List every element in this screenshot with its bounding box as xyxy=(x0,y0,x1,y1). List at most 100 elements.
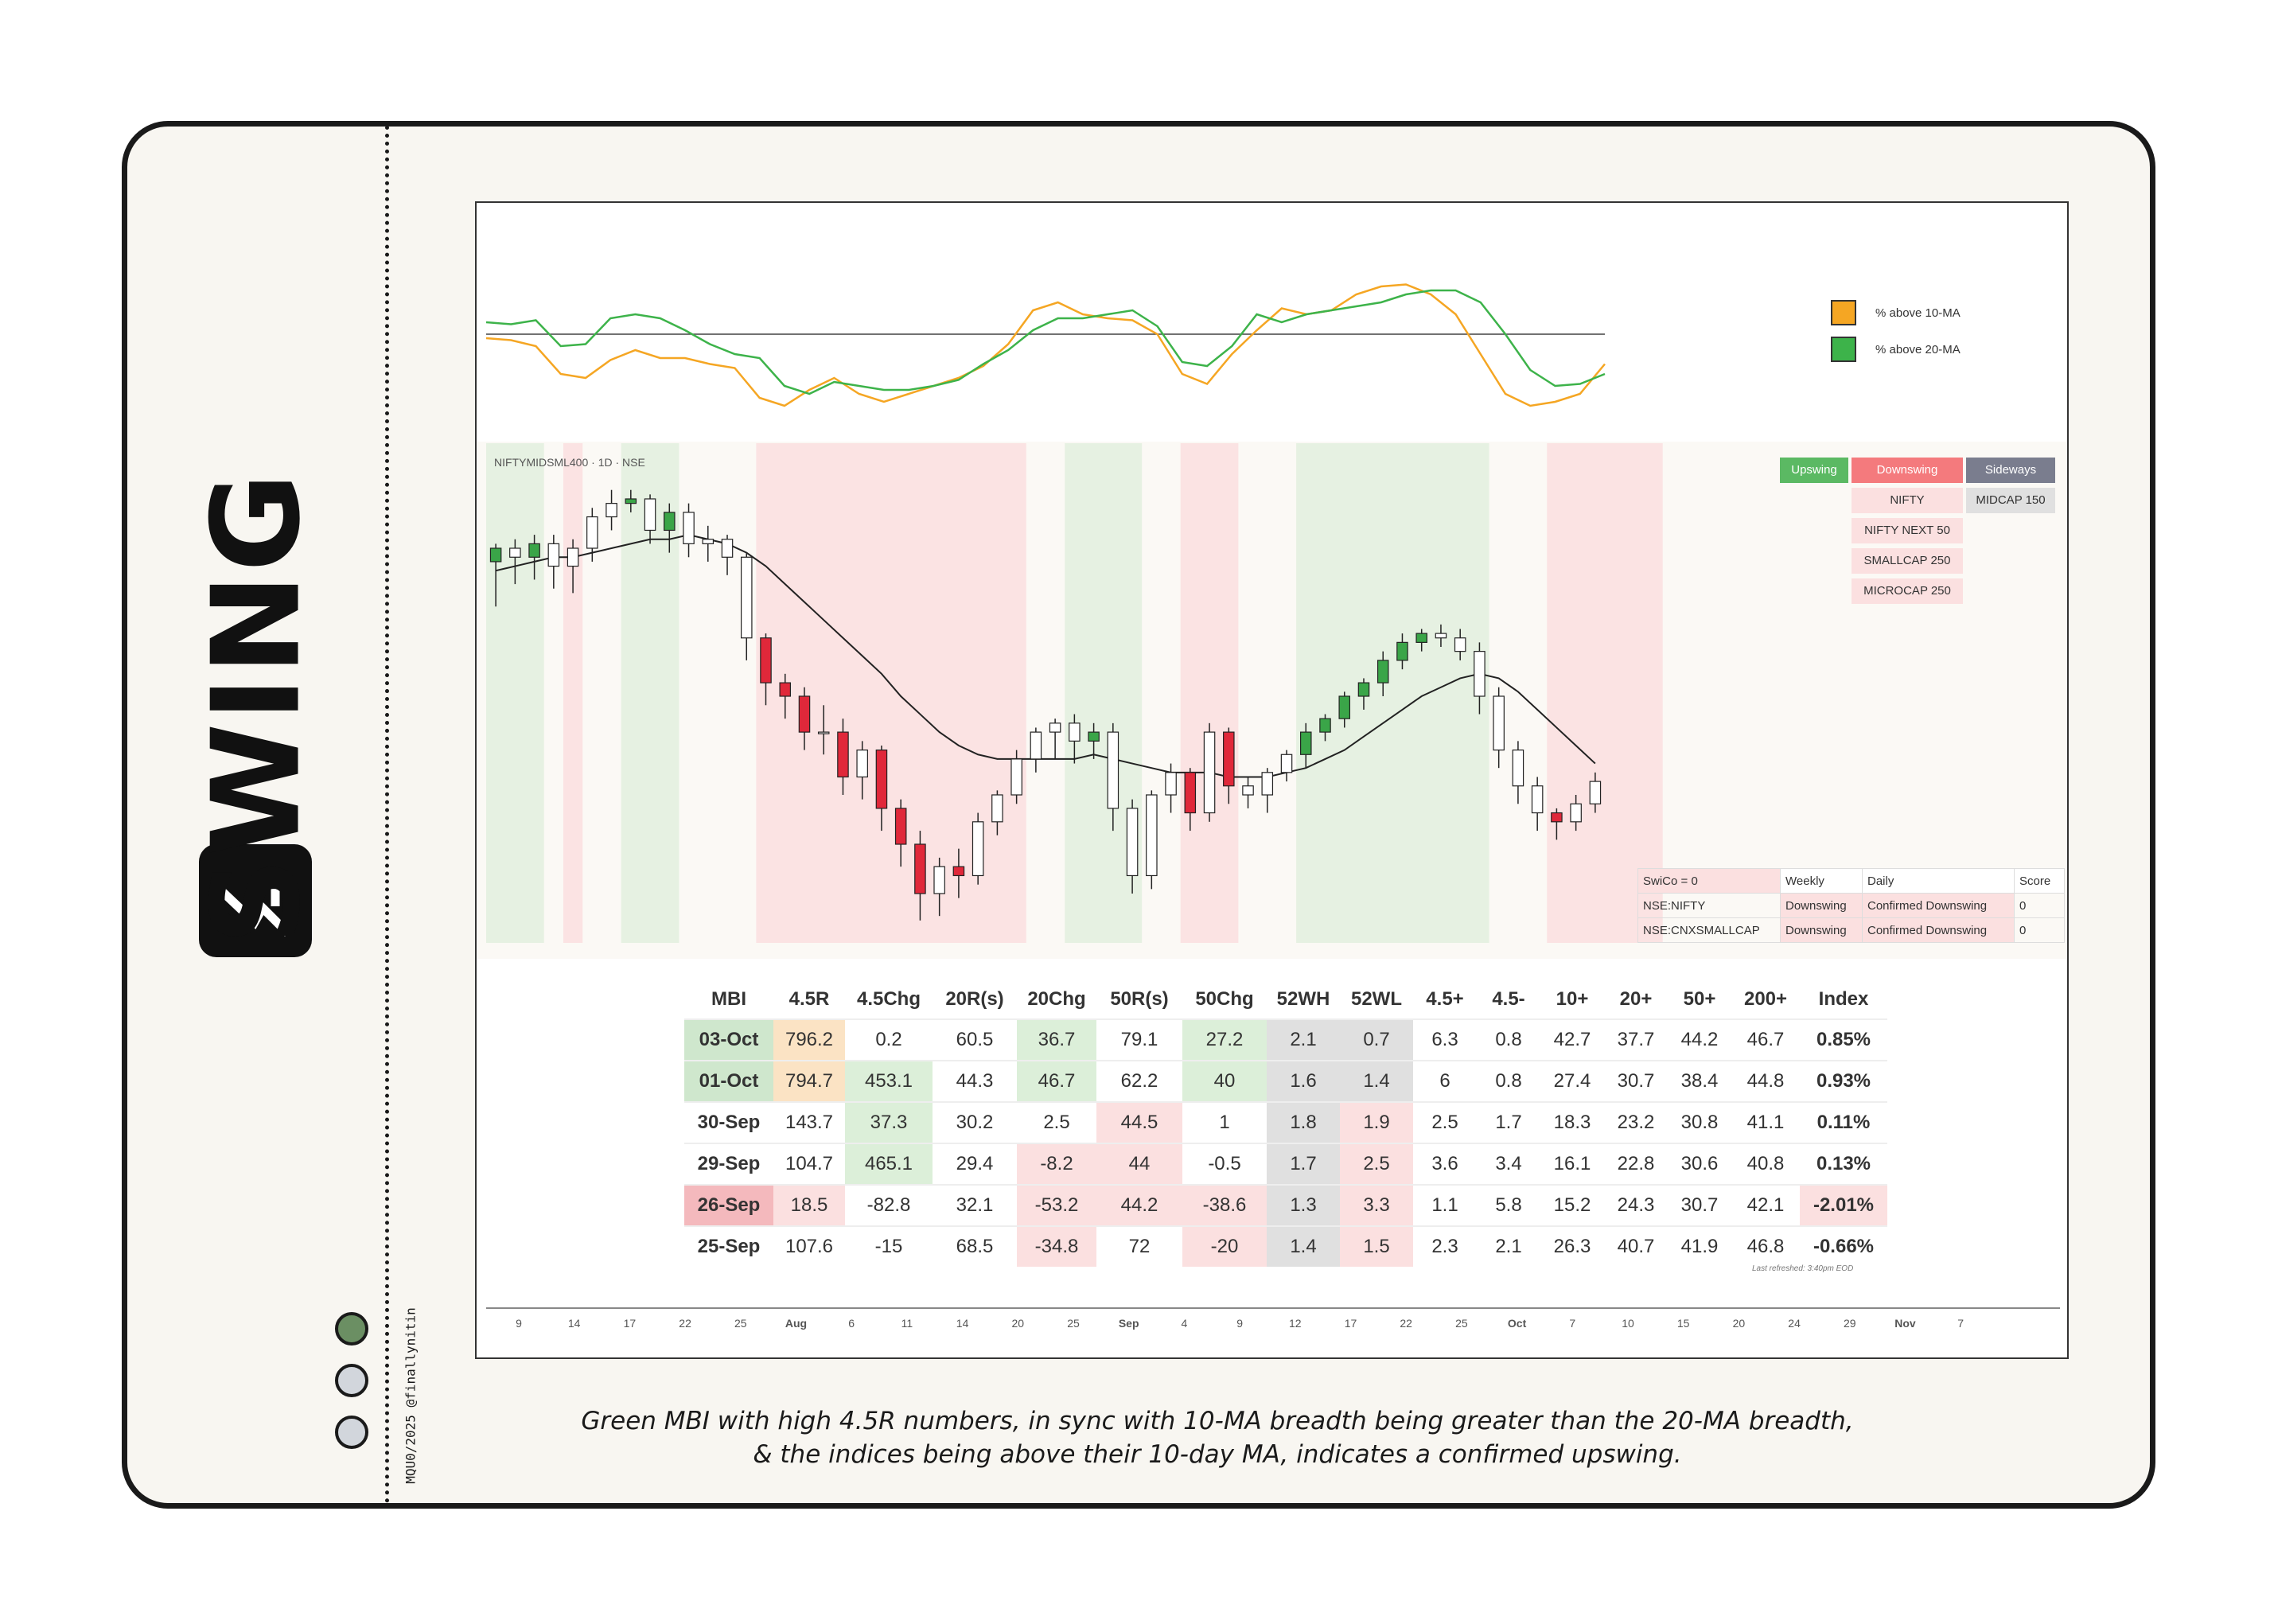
candle-body xyxy=(1165,772,1177,796)
mbi-cell: 6 xyxy=(1413,1060,1477,1101)
candle-body xyxy=(817,731,830,734)
swico-header: Daily xyxy=(1862,868,2015,894)
mbi-cell: 1.4 xyxy=(1340,1060,1413,1101)
x-tick-label: Nov xyxy=(1894,1317,1916,1330)
swico-header-row: SwiCo = 0 Weekly Daily Score xyxy=(1637,868,2065,894)
brand-title: SWING xyxy=(185,471,327,945)
candle-body xyxy=(1049,722,1061,733)
mbi-cell: 3.4 xyxy=(1477,1143,1540,1184)
author-credit: MQU0/2025 @finallynitin xyxy=(403,1307,419,1484)
dotted-divider xyxy=(385,126,389,1504)
candle-body xyxy=(1512,750,1524,787)
candle-body xyxy=(1319,718,1331,733)
mbi-cell: 104.7 xyxy=(773,1143,845,1184)
candle-body xyxy=(1454,637,1466,652)
mbi-cell: 26.3 xyxy=(1540,1225,1604,1267)
candle-body xyxy=(933,866,945,894)
swico-daily: Confirmed Downswing xyxy=(1862,893,2015,918)
candle-body xyxy=(644,498,656,532)
mbi-cell: 46.7 xyxy=(1731,1018,1800,1060)
mbi-date-cell: 29-Sep xyxy=(684,1143,773,1184)
mbi-cell: 40.8 xyxy=(1731,1143,1800,1184)
mbi-cell: 0.2 xyxy=(845,1018,933,1060)
swico-score: 0 xyxy=(2014,917,2065,943)
mbi-cell: 79.1 xyxy=(1096,1018,1182,1060)
mbi-cell: 1.9 xyxy=(1340,1101,1413,1143)
x-tick-label: Sep xyxy=(1118,1317,1139,1330)
mbi-cell: 1.7 xyxy=(1477,1101,1540,1143)
regime-band-upswing xyxy=(486,443,544,943)
mbi-column-header: 52WL xyxy=(1350,988,1402,1010)
mbi-cell: 32.1 xyxy=(933,1184,1017,1225)
mbi-cell: 36.7 xyxy=(1017,1018,1096,1060)
x-tick-label: 11 xyxy=(901,1317,913,1330)
downswing-item: MICROCAP 250 xyxy=(1852,578,1963,604)
downswing-item: NIFTY xyxy=(1852,488,1963,513)
mbi-cell: 2.3 xyxy=(1413,1225,1477,1267)
candle-body xyxy=(1396,641,1408,661)
candle-body xyxy=(1010,758,1022,796)
candle-body xyxy=(1299,731,1312,755)
x-tick-label: 9 xyxy=(1236,1317,1243,1330)
mbi-cell: 6.3 xyxy=(1413,1018,1477,1060)
mbi-cell: 143.7 xyxy=(773,1101,845,1143)
mbi-cell: 44.8 xyxy=(1731,1060,1800,1101)
x-tick-label: 9 xyxy=(516,1317,522,1330)
mbi-cell: 2.5 xyxy=(1340,1143,1413,1184)
candle-body xyxy=(798,695,811,733)
candle-body xyxy=(1435,633,1447,639)
candle-body xyxy=(586,516,598,549)
candle-body xyxy=(528,543,540,558)
mbi-date-cell: 26-Sep xyxy=(684,1184,773,1225)
mbi-column-header: Index xyxy=(1818,988,1869,1010)
x-tick-label: 17 xyxy=(1344,1317,1357,1330)
mbi-cell: -2.01% xyxy=(1800,1184,1887,1225)
mbi-cell: 41.1 xyxy=(1731,1101,1800,1143)
candle-body xyxy=(952,866,965,877)
mbi-column-header: 52WH xyxy=(1276,988,1330,1010)
candle-body xyxy=(683,512,695,544)
candle-body xyxy=(1069,722,1081,742)
mbi-row: 01-Oct 794.7 453.1 44.3 46.7 62.2 40 1.6 1.4 6 0.8… xyxy=(684,1060,1887,1101)
x-tick-label: 20 xyxy=(1732,1317,1746,1330)
mbi-cell: 1 xyxy=(1182,1101,1267,1143)
sideways-header: Sideways xyxy=(1966,458,2055,483)
mbi-cell: 27.4 xyxy=(1540,1060,1604,1101)
candle-body xyxy=(702,539,715,544)
x-tick-label: 7 xyxy=(1957,1317,1964,1330)
candle-body xyxy=(914,843,926,894)
candle-body xyxy=(1203,731,1216,814)
mbi-cell: 465.1 xyxy=(845,1143,933,1184)
candle-body xyxy=(1357,682,1370,697)
candle-body xyxy=(740,556,753,639)
mbi-column-header: 200+ xyxy=(1743,988,1788,1010)
mbi-cell: 15.2 xyxy=(1540,1184,1604,1225)
swico-row: NSE:NIFTY Downswing Confirmed Downswing … xyxy=(1637,893,2065,918)
candle-body xyxy=(972,821,984,877)
swico-index: NSE:NIFTY xyxy=(1637,893,1781,918)
legend-label-20ma: % above 20-MA xyxy=(1875,343,1961,356)
x-tick-label: 29 xyxy=(1844,1317,1856,1330)
candle-body xyxy=(875,750,888,809)
mbi-cell: 18.3 xyxy=(1540,1101,1604,1143)
sideways-item: MIDCAP 150 xyxy=(1966,488,2055,513)
mbi-cell: -0.5 xyxy=(1182,1143,1267,1184)
candle-body xyxy=(1030,731,1042,760)
breadth-chart xyxy=(485,283,1606,407)
x-tick-label: 15 xyxy=(1676,1317,1690,1330)
swico-weekly: Downswing xyxy=(1780,917,1863,943)
mbi-row: 03-Oct 796.2 0.2 60.5 36.7 79.1 27.2 2.1 0.7 6.3 0… xyxy=(684,1018,1887,1060)
mbi-row: 29-Sep 104.7 465.1 29.4 -8.2 44 -0.5 1.7 2.5 3.6 3… xyxy=(684,1143,1887,1184)
candle-body xyxy=(1126,808,1139,877)
mbi-cell: 2.5 xyxy=(1413,1101,1477,1143)
candle-body xyxy=(1376,660,1389,683)
mbi-column-header: 50+ xyxy=(1683,988,1716,1010)
x-tick-label: 25 xyxy=(1067,1317,1080,1330)
mbi-cell: 0.13% xyxy=(1800,1143,1887,1184)
mbi-row: 26-Sep 18.5 -82.8 32.1 -53.2 44.2 -38.6 1.3 3.3 1… xyxy=(684,1184,1887,1225)
mbi-table: MBI 4.5R 4.5Chg 20R(s) 20Chg 50R(s) 50Chg 52WH 5… xyxy=(684,980,1887,1267)
x-tick-label: 24 xyxy=(1788,1317,1801,1330)
candle-body xyxy=(1280,754,1293,773)
mbi-cell: 22.8 xyxy=(1604,1143,1668,1184)
x-tick-label: 12 xyxy=(1289,1317,1302,1330)
